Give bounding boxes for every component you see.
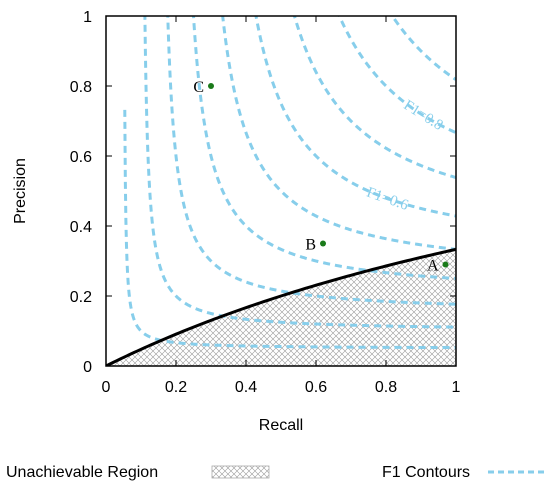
x-tick-label: 0.8 bbox=[375, 379, 397, 396]
x-tick-label: 0.2 bbox=[165, 379, 187, 396]
f1-contour-line bbox=[337, 16, 456, 134]
f1-contour-line bbox=[292, 16, 456, 179]
y-tick-label: 1 bbox=[83, 9, 92, 26]
data-point-b bbox=[320, 240, 326, 247]
x-tick-label: 0 bbox=[102, 379, 111, 396]
x-tick-label: 0.6 bbox=[305, 379, 327, 396]
y-axis-label: Precision bbox=[12, 158, 29, 224]
f1-contour-line bbox=[143, 16, 456, 329]
y-tick-label: 0.6 bbox=[70, 149, 92, 166]
plot-frame bbox=[105, 15, 457, 367]
legend-label-f1-contours: F1 Contours bbox=[382, 464, 470, 481]
unachievable-region bbox=[106, 249, 456, 366]
legend-swatch-crosshatch bbox=[211, 465, 270, 479]
f1-contours bbox=[123, 16, 456, 350]
data-points: A B C bbox=[193, 79, 449, 275]
y-tick-label: 0.2 bbox=[70, 289, 92, 306]
data-point-c bbox=[208, 83, 214, 89]
x-axis-ticks: 0 0.2 0.4 0.6 0.8 1 bbox=[102, 16, 461, 396]
f1-contour-line bbox=[123, 109, 456, 350]
y-axis-ticks: 0 0.2 0.4 0.6 0.8 1 bbox=[70, 9, 456, 376]
y-tick-label: 0 bbox=[83, 359, 92, 376]
contour-label: F1=0.8 bbox=[401, 97, 446, 133]
x-tick-label: 0.4 bbox=[235, 379, 257, 396]
f1-contour-line bbox=[221, 16, 456, 251]
data-point-a bbox=[442, 261, 449, 268]
y-tick-label: 0.8 bbox=[70, 79, 92, 96]
x-tick-label: 1 bbox=[452, 379, 461, 396]
f1-contour-line bbox=[390, 16, 456, 81]
legend: Unachievable Region F1 Contours bbox=[6, 464, 546, 481]
legend-label-unachievable: Unachievable Region bbox=[6, 464, 158, 481]
x-axis-label: Recall bbox=[259, 417, 303, 434]
contour-labels: F1=0.8 F1=0.6 bbox=[364, 97, 445, 214]
f1-contour-line bbox=[166, 16, 456, 306]
f1-contour-line bbox=[191, 16, 456, 280]
f1-contour-line bbox=[254, 16, 456, 218]
y-tick-label: 0.4 bbox=[70, 219, 92, 236]
point-label-c: C bbox=[193, 79, 204, 96]
contour-label: F1=0.6 bbox=[364, 185, 410, 215]
boundary-curve bbox=[106, 247, 456, 366]
point-label-a: A bbox=[427, 258, 439, 275]
point-label-b: B bbox=[305, 237, 316, 254]
